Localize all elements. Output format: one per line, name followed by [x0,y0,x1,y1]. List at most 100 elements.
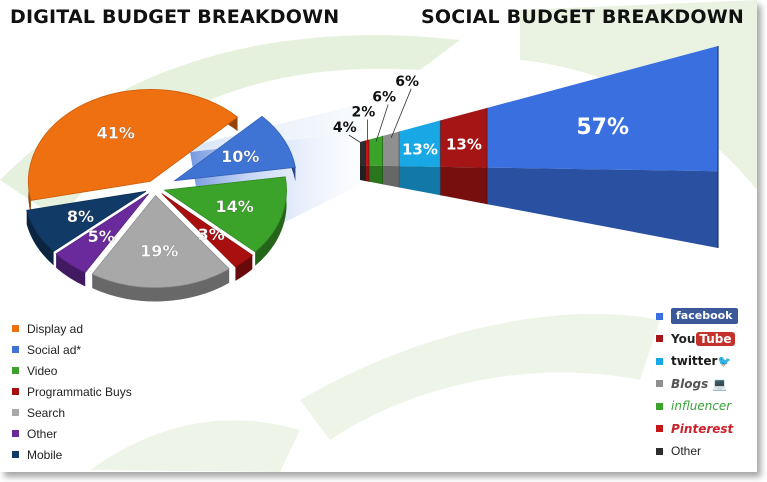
legend-swatch [656,335,663,343]
funnel-segment-youtube [440,107,488,168]
legend-label: Mobile [27,447,63,462]
legend-swatch [12,367,19,374]
legend-item-twitter: twitter🐦 [656,350,738,373]
pie-slice-side-programmatic-buys [235,255,253,281]
legend-item-mobile: Mobile [12,444,132,465]
funnel-label-influencer: 6% [372,90,396,106]
pie-top-layer [26,88,296,288]
legend-swatch [12,451,19,458]
funnel-segment-shadow-pinterest [365,165,370,182]
legend-swatch [12,325,19,332]
funnel-segment-pinterest [365,139,370,166]
legend-swatch [12,346,19,353]
legend-item-other-social: Other [656,440,738,463]
legend-label: Other [27,426,58,441]
pie-label-mobile: 8% [67,207,94,226]
digital-pie-chart: 41% 10% 14% 3% 19% 5%8% [26,88,296,302]
legend-item-blogs: Blogs 💻 [656,373,738,396]
legend-item-facebook: facebook [656,305,738,328]
youtube-logo: You Tube [671,331,735,346]
influencer-logo: influencer [671,399,732,414]
funnel-segment-facebook [487,46,718,172]
pie-slice-video [163,176,287,253]
legend-item-pinterest: Pinterest [656,418,738,441]
pie-slice-other [55,193,149,273]
funnel-label-other: 4% [333,120,357,136]
blogs-logo: Blogs 💻 [671,376,728,391]
social-legend: facebook You Tube twitter🐦 Blogs 💻 influe… [656,305,738,463]
legend-item-programmatic-buys: Programmatic Buys [12,381,132,402]
pie-slice-display-ad [27,88,239,201]
legend-swatch [12,430,19,437]
legend-label: Other [671,444,702,459]
twitter-logo: twitter🐦 [671,353,732,368]
funnel-label-twitter: 13% [402,140,438,158]
funnel-segment-twitter [399,120,441,167]
legend-item-influencer: influencer [656,395,738,418]
legend-item-search: Search [12,402,132,423]
pie-slice-programmatic-buys [161,193,254,268]
pie-label-video: 14% [215,197,253,216]
legend-item-social-ad: Social ad* [12,339,132,360]
social-funnel-chart: 4%2%6%6%13% 13%57% [333,46,719,248]
facebook-logo: facebook [671,308,738,325]
pie-slice-side-other [56,253,86,287]
digital-chart-title: DIGITAL BUDGET BREAKDOWN [10,6,340,28]
bg-swoosh-corner [90,420,300,472]
laptop-icon: 💻 [712,376,728,391]
funnel-segment-blogs [382,131,400,167]
pie-slice-side-search [92,268,230,302]
funnel-labels: 4%2%6%6%13% 13%57% [333,74,629,158]
legend-item-display-ad: Display ad [12,318,132,339]
funnel-label-blogs: 6% [395,74,419,90]
legend-label: Programmatic Buys [27,384,132,399]
legend-label: Search [27,405,66,420]
legend-label: Social ad* [27,342,82,357]
funnel-segment-shadow-youtube [440,166,488,205]
pie-slice-side-video [255,176,287,266]
funnel-segment-shadow-twitter [399,166,441,196]
funnel-segments [360,46,719,248]
pinterest-logo: Pinterest [671,421,734,436]
chart-frame: 41% 10% 14% 3% 19% 5% 8% 4% 2% 6% 6% 13% 13% 57% DIG… [0,0,757,472]
funnel-label-pinterest: 2% [352,104,376,120]
legend-swatch [656,357,663,365]
legend-swatch [656,425,663,433]
pie-label-social-ad: 10% [221,147,259,166]
legend-item-other: Other [12,423,132,444]
pie-label-display-ad: 41% [97,124,135,143]
funnel-segment-shadow-other [360,165,366,182]
pie-label-layer: 41% 10% 14% 3% 19% 5%8% [67,123,260,261]
funnel-label-leader [348,134,364,145]
funnel-segment-shadow-facebook [487,167,718,248]
legend-swatch [656,380,663,388]
pie-slice-search [91,194,230,288]
pie-slice-side-mobile [26,210,54,266]
bg-swoosh-right [520,0,757,190]
funnel-label-youtube: 13% [446,135,482,153]
funnel-label-leader [375,104,389,142]
legend-swatch [12,388,19,395]
social-chart-title: SOCIAL BUDGET BREAKDOWN [421,6,745,28]
funnel-label-facebook: 57% [576,115,629,140]
legend-label: Display ad [27,321,84,336]
legend-swatch [656,447,663,455]
funnel-segment-shadow-influencer [369,165,383,185]
funnel-segment-other [360,140,366,166]
legend-item-video: Video [12,360,132,381]
funnel-label-leader [390,88,412,138]
pie-label-search: 19% [140,242,178,261]
pie-label-other: 5% [88,227,115,246]
legend-swatch [12,409,19,416]
pie-label-programmatic-buys: 3% [198,225,225,244]
funnel-segment-shadow-blogs [382,165,400,188]
funnel-segment-influencer [369,135,383,166]
legend-item-youtube: You Tube [656,328,738,351]
legend-swatch [656,402,663,410]
pie-slice-mobile [26,190,147,252]
legend-label: Video [27,363,58,378]
legend-swatch [656,312,663,320]
bird-icon: 🐦 [717,354,732,368]
pie-slice-social-ad [173,115,296,182]
digital-legend: Display ad Social ad* Video Programmatic… [12,318,132,465]
